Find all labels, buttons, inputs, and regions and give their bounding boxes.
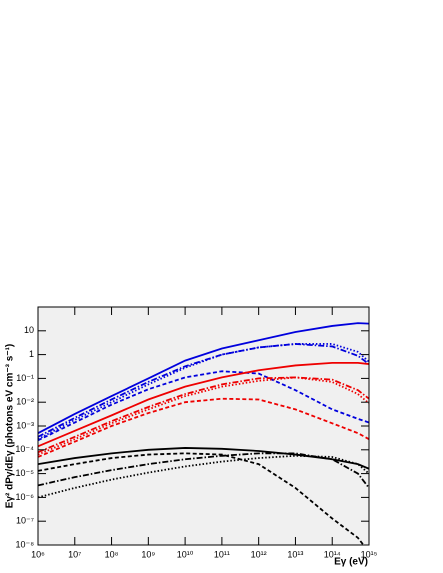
series-line — [38, 343, 369, 438]
series-line — [38, 447, 369, 470]
series-line — [38, 322, 369, 434]
x-tick-label: 10⁷ — [68, 549, 81, 559]
x-tick-label: 10¹⁰ — [177, 549, 194, 559]
series-line — [38, 376, 369, 454]
series-line — [38, 343, 369, 440]
y-tick-label: 10⁻² — [16, 397, 34, 407]
y-tick-label: 10⁻⁷ — [16, 516, 34, 526]
y-tick-label: 10⁻⁵ — [16, 468, 35, 478]
y-tick-label: 10 — [24, 325, 34, 335]
series-line — [38, 361, 369, 448]
series-line — [38, 454, 369, 499]
y-tick-label: 10⁻⁴ — [15, 444, 34, 454]
series-line — [38, 370, 369, 442]
series-line — [38, 376, 369, 456]
series-line — [38, 452, 369, 489]
y-tick-label: 1 — [29, 349, 34, 359]
plot-area — [38, 307, 369, 545]
x-tick-label: 10¹⁵ — [361, 549, 378, 559]
x-tick-label: 10¹¹ — [214, 549, 230, 559]
y-tick-label: 10⁻⁶ — [16, 492, 35, 502]
x-tick-label: 10¹² — [251, 549, 267, 559]
y-tick-label: 10⁻¹ — [16, 373, 34, 383]
y-axis-title: Eγ² dPγ/dEγ (photons eV cm⁻³ s⁻¹) — [5, 344, 16, 508]
x-tick-label: 10⁹ — [141, 549, 155, 559]
y-tick-label: 10⁻³ — [16, 420, 34, 430]
series-line — [38, 452, 365, 545]
x-axis-title: Eγ (eV) — [334, 557, 368, 568]
x-tick-label: 10⁶ — [31, 549, 45, 559]
curves — [38, 322, 369, 545]
x-tick-label: 10⁸ — [105, 549, 119, 559]
series-line — [38, 397, 369, 458]
y-tick-label: 10⁻⁸ — [15, 539, 34, 549]
x-tick-label: 10¹³ — [287, 549, 303, 559]
x-tick-label: 10¹⁴ — [324, 549, 341, 559]
